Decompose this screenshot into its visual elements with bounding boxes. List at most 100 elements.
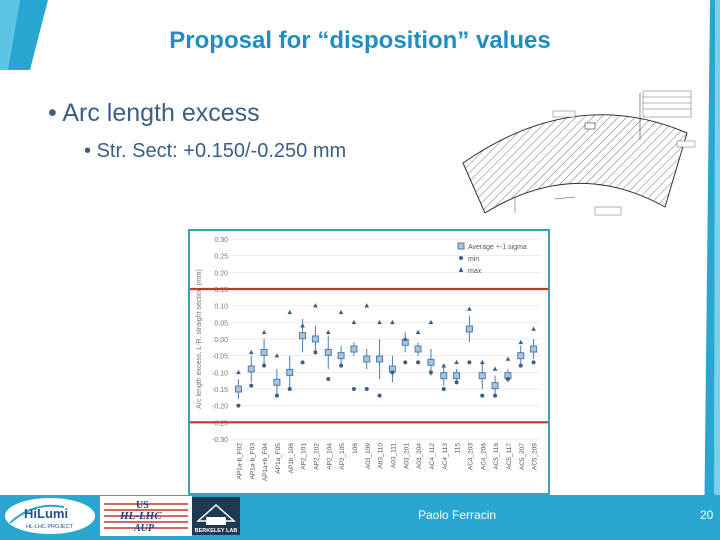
average-marker: [247, 365, 255, 373]
max-marker: [338, 309, 344, 315]
svg-text:US: US: [136, 500, 149, 511]
average-marker: [517, 352, 525, 360]
y-tick-label: 0.25: [214, 254, 228, 261]
x-tick-label: AP1a-b_F03: [249, 443, 256, 480]
legend-symbol: [458, 267, 464, 272]
min-marker: [351, 387, 356, 391]
hilumi-logo: HiLumi HL-LHC PROJECT: [5, 498, 95, 534]
max-marker: [325, 329, 331, 335]
svg-text:HL-LHC PROJECT: HL-LHC PROJECT: [26, 524, 74, 530]
average-marker: [337, 352, 345, 360]
y-tick-label: 0.05: [214, 320, 228, 327]
min-marker: [236, 403, 241, 408]
average-marker: [440, 372, 448, 380]
min-marker: [274, 393, 279, 398]
min-marker: [480, 393, 485, 398]
average-marker: [299, 332, 307, 340]
max-marker: [531, 326, 536, 331]
x-tick-label: A03_201: [403, 443, 410, 469]
x-tick-label: AC5_116: [493, 443, 500, 470]
min-marker: [339, 363, 344, 368]
x-tick-label: AC4_113: [442, 443, 449, 470]
max-marker: [415, 329, 421, 335]
min-marker: [493, 393, 498, 398]
svg-text:HiLumi: HiLumi: [24, 506, 68, 521]
bullet-level-2: • Str. Sect: +0.150/-0.250 mm: [84, 140, 347, 162]
min-marker: [428, 370, 433, 375]
average-marker: [324, 348, 332, 356]
max-marker: [287, 309, 293, 315]
min-marker: [364, 387, 369, 391]
max-marker: [377, 319, 382, 325]
min-marker: [531, 360, 536, 365]
legend-symbol: [459, 256, 463, 260]
x-tick-label: AP1a_F05: [275, 443, 282, 474]
x-tick-label: AC4_206: [480, 443, 487, 470]
max-marker: [300, 323, 305, 328]
average-marker: [363, 355, 371, 363]
legend-symbol: [457, 242, 465, 250]
x-tick-label: A03_109: [365, 443, 372, 469]
max-marker: [441, 363, 447, 368]
x-tick-label: AP1a+b_F04: [262, 443, 269, 482]
y-tick-label: -0.15: [212, 387, 228, 394]
x-tick-label: AP2_105: [339, 443, 346, 470]
min-marker: [518, 363, 523, 368]
x-tick-label: 106: [352, 443, 359, 454]
max-marker: [390, 319, 395, 325]
y-tick-label: 0.20: [214, 270, 228, 277]
min-marker: [249, 383, 254, 388]
average-marker: [286, 368, 294, 376]
page-title: Proposal for “disposition” values: [169, 27, 551, 54]
legend-label: Average +-1 sigma: [468, 244, 527, 251]
average-marker: [530, 345, 538, 353]
average-marker: [414, 345, 422, 353]
min-marker: [505, 377, 510, 381]
max-marker: [492, 366, 498, 371]
x-tick-label: AC4_112: [429, 443, 436, 470]
average-marker: [260, 348, 268, 356]
min-marker: [416, 360, 421, 365]
max-marker: [479, 359, 485, 365]
max-marker: [364, 303, 370, 308]
bullet-text: Arc length excess: [62, 99, 260, 127]
max-marker: [505, 356, 511, 361]
x-tick-label: A03_204: [416, 443, 423, 469]
min-marker: [287, 387, 292, 391]
min-marker: [403, 360, 408, 365]
y-tick-label: 0.10: [214, 304, 228, 311]
min-marker: [377, 393, 382, 398]
max-marker: [454, 359, 459, 365]
us-hl-lhc-aup-logo: US HL-LHC AUP: [100, 496, 192, 536]
y-tick-label: 0.00: [214, 337, 228, 344]
x-tick-label: AP2_104: [326, 443, 333, 470]
max-marker: [518, 339, 524, 345]
max-marker: [402, 336, 408, 341]
x-tick-label: AP2_101: [301, 443, 308, 470]
y-tick-label: -0.30: [212, 437, 228, 444]
average-marker: [273, 378, 281, 386]
berkeley-lab-logo: BERKELEY LAB: [192, 497, 240, 535]
min-marker: [467, 360, 472, 365]
x-tick-label: AC5_209: [532, 443, 539, 470]
y-tick-label: -0.20: [212, 404, 228, 411]
x-tick-label: AP1a-b_F02: [236, 443, 243, 480]
min-marker: [454, 380, 459, 385]
max-marker: [248, 349, 254, 355]
x-tick-label: A03_111: [390, 443, 397, 468]
max-marker: [467, 306, 472, 311]
y-tick-label: 0.30: [214, 237, 228, 244]
average-marker: [478, 372, 486, 380]
average-marker: [491, 382, 499, 390]
y-tick-label: 0.15: [214, 287, 228, 294]
average-marker: [234, 385, 242, 393]
svg-text:AUP: AUP: [133, 523, 155, 534]
average-marker: [350, 345, 358, 353]
x-tick-label: AC5_207: [519, 443, 526, 470]
average-marker: [311, 335, 319, 343]
bullet-text: Str. Sect: +0.150/-0.250 mm: [96, 140, 347, 162]
max-marker: [313, 303, 318, 308]
x-tick-label: AC4_203: [467, 443, 474, 470]
x-tick-label: AP2_102: [313, 443, 320, 470]
max-marker: [236, 369, 241, 375]
